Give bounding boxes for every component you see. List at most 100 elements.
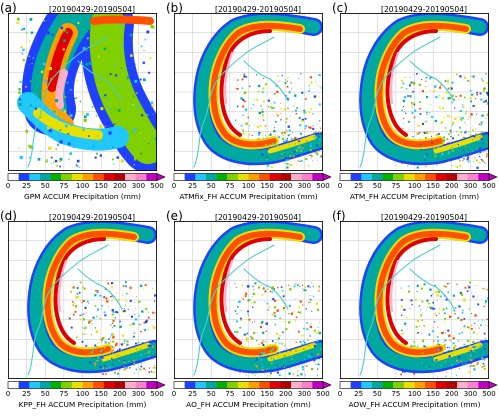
- panel-label: (e): [166, 209, 183, 223]
- colorbar-tick-label: 75: [59, 390, 69, 398]
- colorbar-tick-label: 300: [297, 390, 312, 398]
- colorbar-segment: [135, 173, 147, 181]
- colorbar: [173, 381, 332, 389]
- colorbar-segment: [18, 173, 30, 181]
- precipitation-map: [340, 13, 489, 171]
- colorbar-tick-label: 0: [171, 182, 177, 190]
- colorbar-tick-label: 100: [75, 390, 90, 398]
- colorbar-extend-arrow: [156, 381, 166, 389]
- colorbar-tick-label: 0: [337, 390, 343, 398]
- colorbar-ticks: 0 25 50 75 100 150 200 300 500: [171, 182, 339, 192]
- colorbar-tick-label: 150: [94, 182, 108, 190]
- map-container: [174, 221, 323, 379]
- map-container: [340, 13, 489, 171]
- colorbar-tick-label: 200: [113, 182, 127, 190]
- colorbar-segment: [291, 173, 302, 181]
- colorbar-segment: [312, 173, 324, 181]
- colorbar-segment: [82, 173, 94, 181]
- colorbar-segment: [467, 381, 479, 389]
- colorbar-segment: [135, 381, 147, 389]
- colorbar-segment: [205, 173, 217, 181]
- colorbar-container: [173, 173, 332, 182]
- colorbar-segment: [114, 173, 126, 181]
- map-container: [340, 221, 489, 379]
- colorbar-tick-label: 200: [445, 390, 459, 398]
- colorbar-segment: [382, 381, 394, 389]
- colorbar-extend-arrow: [488, 381, 498, 389]
- colorbar-tick-label: 300: [297, 182, 312, 190]
- colorbar-segment: [312, 381, 324, 389]
- panel: (d) [20190429-20190504] 0 25 50 75 100 150 200 30…: [0, 208, 166, 416]
- colorbar-segment: [371, 381, 383, 389]
- colorbar-segment: [403, 173, 415, 181]
- colorbar-tick-label: 150: [94, 390, 108, 398]
- colorbar-tick-label: 500: [150, 182, 164, 190]
- colorbar-tick-label: 300: [131, 182, 146, 190]
- colorbar: [7, 381, 166, 389]
- colorbar-segment: [248, 381, 260, 389]
- colorbar-extend-arrow: [322, 381, 332, 389]
- colorbar-tick-label: 150: [426, 390, 440, 398]
- panel: (f) [20190429-20190504] 0 25 50 75 100 150 200 30…: [332, 208, 498, 416]
- panel-caption: GPM ACCUM Precipitation (mm): [23, 192, 141, 201]
- colorbar-tick-label: 50: [40, 390, 50, 398]
- map-container: [8, 13, 157, 171]
- colorbar-segment: [403, 381, 415, 389]
- colorbar-tick-label: 150: [260, 182, 274, 190]
- colorbar-segment: [39, 173, 51, 181]
- colorbar-tick-label: 0: [171, 390, 177, 398]
- colorbar-tick-label: 50: [40, 182, 50, 190]
- colorbar-segment: [50, 381, 62, 389]
- panel-label: (f): [332, 209, 346, 223]
- colorbar-segment: [301, 381, 313, 389]
- colorbar-segment: [478, 381, 490, 389]
- colorbar-segment: [125, 173, 136, 181]
- colorbar-segment: [8, 173, 19, 181]
- colorbar-segment: [205, 381, 217, 389]
- precipitation-map: [340, 221, 489, 379]
- colorbar-extend-arrow: [156, 173, 166, 181]
- colorbar: [339, 381, 498, 389]
- colorbar-tick-label: 100: [75, 182, 90, 190]
- date-range: [20190429-20190504]: [381, 213, 467, 222]
- colorbar-segment: [216, 173, 228, 181]
- panel-label: (c): [332, 1, 348, 15]
- colorbar-tick-label: 200: [113, 390, 127, 398]
- colorbar-segment: [195, 173, 207, 181]
- colorbar-segment: [393, 381, 405, 389]
- colorbar-segment: [393, 173, 405, 181]
- colorbar-container: [7, 381, 166, 390]
- panel: (b) [20190429-20190504] 0 25 50 75 100 150 200 30…: [166, 0, 332, 208]
- colorbar-tick-label: 500: [316, 182, 330, 190]
- colorbar-segment: [248, 173, 260, 181]
- colorbar-segment: [457, 381, 468, 389]
- panel: (c) [20190429-20190504] 0 25 50 75 100 150 200 30…: [332, 0, 498, 208]
- colorbar-segment: [8, 381, 19, 389]
- colorbar-segment: [382, 173, 394, 181]
- colorbar-tick-label: 0: [5, 182, 11, 190]
- precipitation-map: [8, 13, 157, 171]
- panel-caption: KPP_FH ACCUM Precipitation (mm): [18, 400, 147, 409]
- colorbar-segment: [93, 381, 104, 389]
- colorbar-segment: [227, 381, 239, 389]
- colorbar-tick-label: 200: [445, 182, 459, 190]
- colorbar-segment: [446, 173, 458, 181]
- colorbar-segment: [425, 381, 436, 389]
- colorbar-ticks: 0 25 50 75 100 150 200 300 500: [338, 182, 500, 192]
- colorbar-tick-label: 300: [463, 390, 478, 398]
- colorbar-tick-label: 50: [372, 390, 382, 398]
- colorbar-tick-label: 500: [482, 182, 496, 190]
- colorbar-segment: [82, 381, 94, 389]
- colorbar-tick-label: 75: [59, 182, 69, 190]
- colorbar-segment: [269, 173, 281, 181]
- panel-label: (b): [166, 1, 183, 15]
- colorbar-segment: [259, 173, 270, 181]
- colorbar-segment: [18, 381, 30, 389]
- date-range: [20190429-20190504]: [381, 5, 467, 14]
- colorbar-segment: [216, 381, 228, 389]
- colorbar-segment: [467, 173, 479, 181]
- colorbar-segment: [50, 173, 62, 181]
- colorbar-container: [7, 173, 166, 182]
- colorbar-container: [339, 381, 498, 390]
- colorbar-segment: [93, 173, 104, 181]
